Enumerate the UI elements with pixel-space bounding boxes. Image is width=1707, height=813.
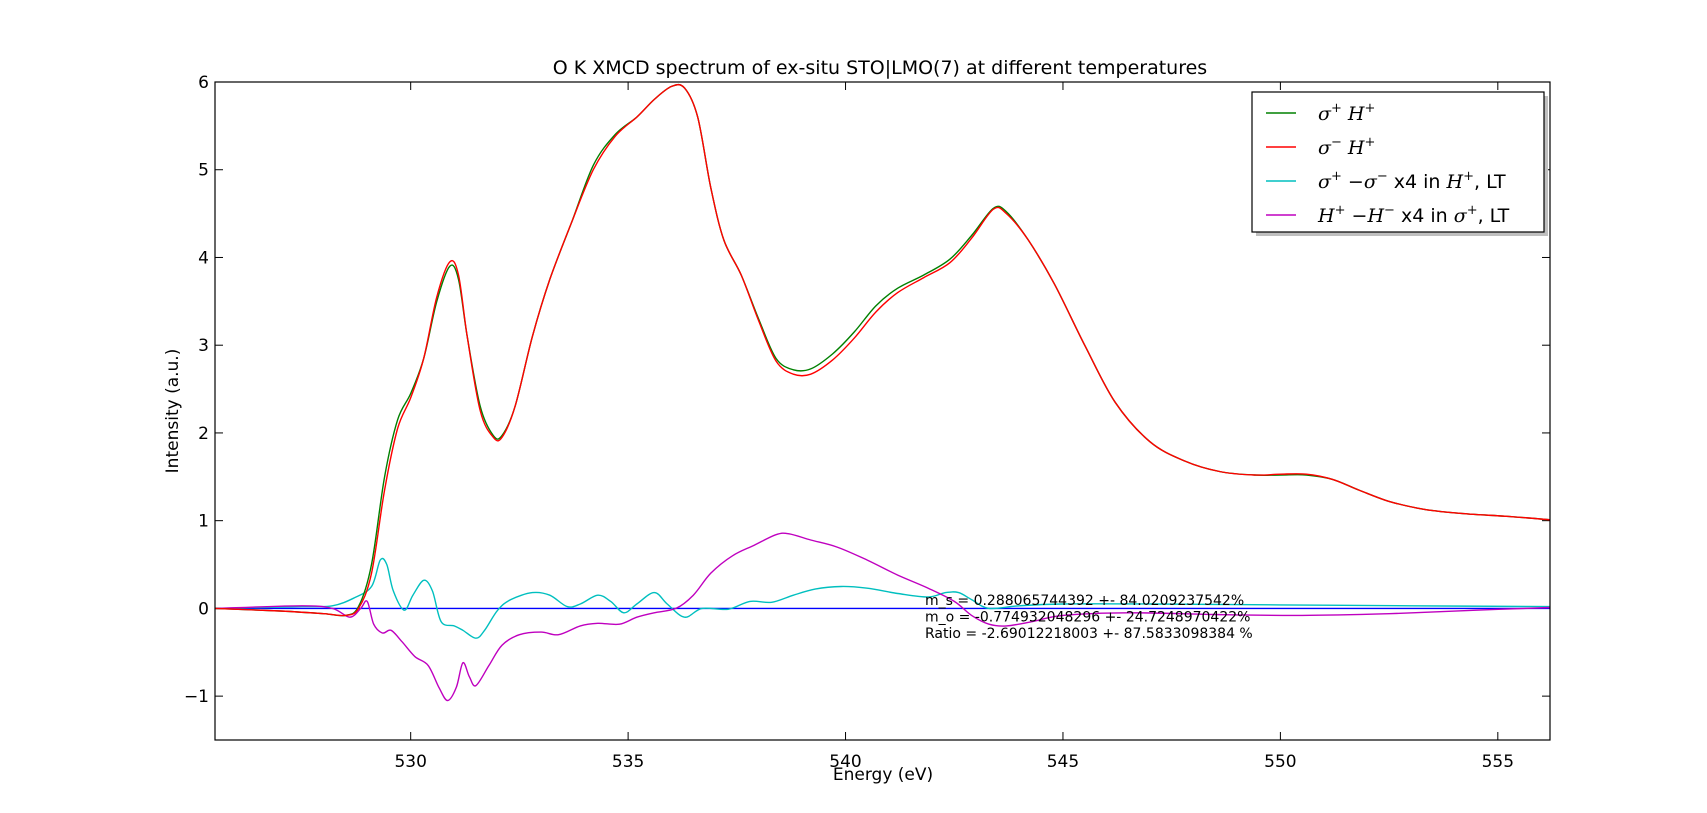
- annotation-text: m_o = -0.774932048296 +- 24.7248970422%: [925, 610, 1250, 626]
- y-tick-label: 2: [198, 424, 209, 444]
- y-tick-label: 4: [198, 248, 209, 268]
- series-line-1: [215, 83, 1550, 617]
- series-line-2: [215, 557, 1550, 639]
- x-tick-label: 550: [1264, 752, 1296, 772]
- legend-entry-3: H+ −H− x4 in σ+, LT: [1317, 203, 1510, 227]
- x-tick-label: 555: [1482, 752, 1514, 772]
- series-line-3: [215, 532, 1550, 702]
- x-tick-label: 540: [829, 752, 861, 772]
- legend-box: [1251, 91, 1545, 233]
- y-tick-label: 5: [198, 161, 209, 181]
- y-tick-label: 3: [198, 336, 209, 356]
- legend-entry-2: σ+ −σ− x4 in H+, LT: [1318, 169, 1506, 193]
- x-tick-label: 535: [612, 752, 644, 772]
- y-axis-label: Intensity (a.u.): [163, 349, 183, 474]
- y-tick-label: 0: [198, 599, 209, 619]
- legend: σ+ H+ σ− H+ σ+ −σ− x4 in H+, LT H+ −H− x4 i…: [1251, 91, 1548, 236]
- plot-frame: [214, 81, 1551, 741]
- x-tick-label: 545: [1047, 752, 1079, 772]
- x-tick-labels: 530 535 540 545 550 555: [394, 752, 1514, 772]
- y-tick-label: −1: [184, 687, 209, 707]
- x-tick-label: 530: [394, 752, 426, 772]
- series-layer: [215, 83, 1550, 702]
- chart-title: O K XMCD spectrum of ex-situ STO|LMO(7) …: [553, 57, 1207, 79]
- x-axis-label: Energy (eV): [833, 765, 933, 785]
- legend-entry-0: σ+ H+: [1318, 101, 1375, 125]
- y-tick-label: 1: [198, 512, 209, 532]
- y-tick-label: 6: [198, 73, 209, 93]
- annotation-text: Ratio = -2.69012218003 +- 87.5833098384 …: [925, 626, 1253, 642]
- annotations: m_s = 0.288065744392 +- 84.0209237542%m_…: [925, 593, 1253, 642]
- annotation-text: m_s = 0.288065744392 +- 84.0209237542%: [925, 593, 1244, 609]
- y-tick-labels: −1 0 1 2 3 4 5 6: [184, 73, 209, 707]
- legend-entry-1: σ− H+: [1318, 135, 1375, 159]
